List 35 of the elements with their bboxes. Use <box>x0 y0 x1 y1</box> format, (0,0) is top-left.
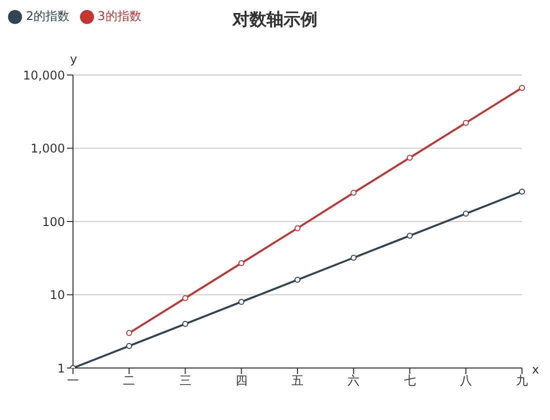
point <box>519 188 525 195</box>
point <box>462 210 469 217</box>
point <box>238 260 244 266</box>
point <box>519 84 525 91</box>
x-tick-label: 四 <box>235 374 248 388</box>
x-tick-label: 一 <box>67 374 79 388</box>
y-axis-title: y <box>70 52 78 66</box>
legend-label: 3的指数 <box>98 9 142 23</box>
x-tick-label: 七 <box>404 374 416 388</box>
point <box>126 342 132 349</box>
x-tick-label: 九 <box>516 374 528 388</box>
point <box>406 232 413 239</box>
point <box>462 120 469 126</box>
x-tick-label: 三 <box>179 374 192 388</box>
point <box>182 320 188 327</box>
x-tick-label: 五 <box>292 374 304 388</box>
point <box>406 154 413 161</box>
point <box>350 190 357 196</box>
point <box>238 298 244 305</box>
y-tick-label: 1,000 <box>30 142 65 156</box>
y-tick-label: 10,000 <box>23 68 65 82</box>
y-tick-label: 10 <box>50 288 65 302</box>
legend-label: 2的指数 <box>26 9 70 23</box>
x-tick-label: 六 <box>348 374 360 388</box>
x-tick-label: 二 <box>123 374 136 388</box>
point <box>294 276 300 283</box>
point <box>126 330 132 336</box>
point <box>182 295 188 302</box>
y-tick-label: 100 <box>42 214 65 229</box>
y-tick-label: 1 <box>57 361 65 376</box>
chart-title: 对数轴示例 <box>232 10 318 30</box>
x-axis-title: x <box>532 362 540 376</box>
x-tick-label: 八 <box>460 374 472 388</box>
point <box>294 225 300 232</box>
point <box>350 254 357 261</box>
